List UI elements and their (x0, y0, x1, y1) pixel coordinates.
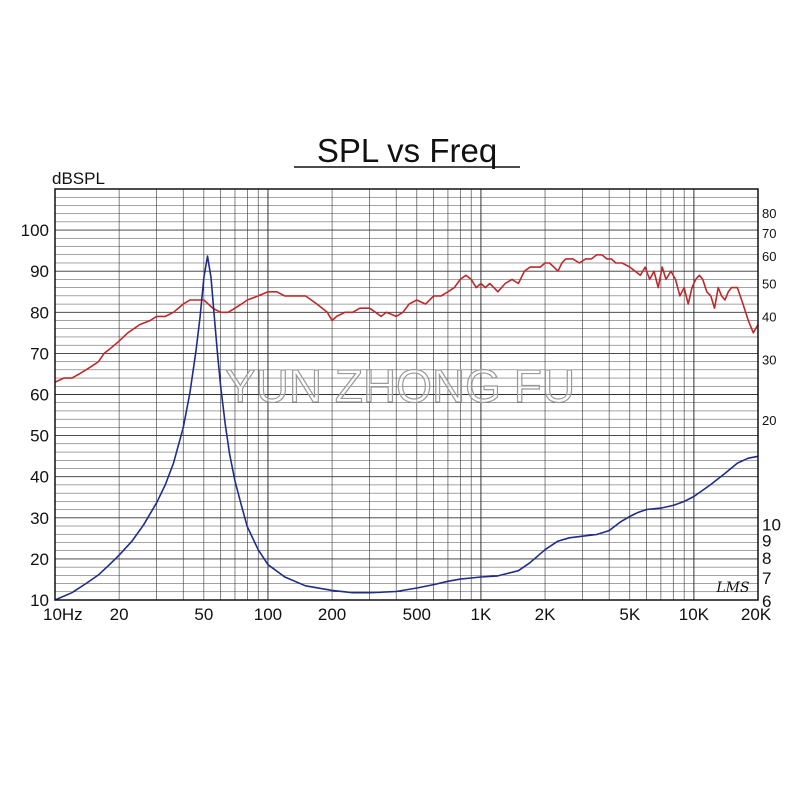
y-tick-label: 60 (30, 386, 49, 405)
impedance-curve (54, 255, 759, 601)
x-tick-labels: 10Hz 20 50 100 200 500 1K 2K 5K 10K 20K (43, 605, 772, 624)
x-tick-label: 50 (194, 605, 213, 624)
spl-curve (54, 254, 759, 383)
y2-tick-label: 10 (762, 516, 781, 535)
y-tick-label: 90 (30, 262, 49, 281)
x-tick-label: 1K (471, 605, 492, 624)
y2-tick-label: 80 (762, 206, 776, 221)
y2-tick-label: 50 (762, 276, 776, 291)
y-tick-label: 10 (30, 591, 49, 610)
x-tick-label: 100 (254, 605, 282, 624)
y-tick-label: 20 (30, 550, 49, 569)
y-tick-labels: 10 20 30 40 50 60 70 80 90 100 (21, 221, 49, 610)
y-tick-label: 50 (30, 427, 49, 446)
y-tick-label: 40 (30, 468, 49, 487)
y2-tick-label: 8 (762, 549, 771, 568)
x-tick-label: 20K (741, 605, 772, 624)
y2-tick-label: 60 (762, 249, 776, 264)
x-tick-label: 500 (403, 605, 431, 624)
y-axis-label: dBSPL (52, 169, 105, 188)
plot-frame (54, 188, 759, 601)
signature: LMS (715, 580, 749, 596)
y2-tick-label: 6 (762, 592, 771, 611)
grid (54, 188, 759, 601)
x-tick-label: 20 (110, 605, 129, 624)
y-tick-label: 70 (30, 344, 49, 363)
y2-tick-label: 30 (762, 353, 776, 368)
series-lines (54, 254, 759, 601)
y-tick-label: 80 (30, 303, 49, 322)
y2-tick-label: 9 (762, 531, 771, 550)
y2-tick-label: 7 (762, 569, 771, 588)
x-tick-label: 10Hz (43, 605, 83, 624)
y2-tick-label: 40 (762, 310, 776, 325)
x-tick-label: 10K (679, 605, 710, 624)
x-tick-label: 200 (318, 605, 346, 624)
y-tick-label: 100 (21, 221, 49, 240)
x-tick-label: 5K (619, 605, 640, 624)
y2-tick-label: 70 (762, 226, 776, 241)
y2-tick-label: 20 (762, 413, 776, 428)
chart-title: SPL vs Freq (317, 132, 497, 169)
y-tick-label: 30 (30, 509, 49, 528)
x-tick-label: 2K (535, 605, 556, 624)
watermark: YUN ZHONG FU (225, 360, 575, 412)
